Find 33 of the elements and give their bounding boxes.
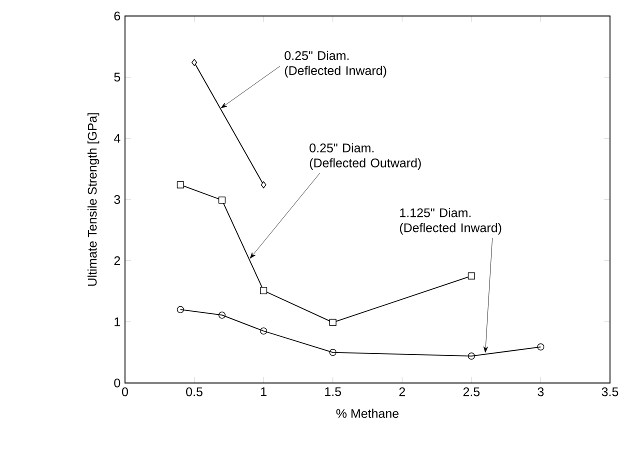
point [468,272,475,280]
annotation: 0.25" Diam. (Deflected Inward) [284,50,386,78]
annotation: 1.125" Diam. (Deflected Inward) [400,208,502,235]
point [176,306,184,314]
x-tick-label: 1.5 [325,387,342,396]
point [260,327,268,335]
x-tick-label: 3 [538,387,544,396]
point [260,287,268,294]
point [260,181,266,188]
point [468,352,475,360]
x-tick-label: 1 [261,387,266,396]
y-tick-label: 1 [114,318,120,326]
y-tick-label: 3 [114,195,120,204]
x-axis-title: % Methane [336,408,399,418]
x-tick-label: 0.5 [186,387,202,396]
x-tick-label: 2 [399,387,405,396]
point [176,181,184,188]
y-tick-label: 2 [114,256,120,266]
y-tick-label: 6 [114,12,120,20]
annotation: 0.25" Diam. (Deflected Outward) [310,143,421,170]
point [218,196,226,204]
y-tick-label: 0 [114,378,120,388]
x-tick-label: 3.5 [602,387,618,396]
point [329,348,336,356]
point [218,312,226,319]
y-tick-label: 4 [114,134,120,143]
x-tick-label: 0 [122,387,128,396]
point [192,58,198,66]
point [329,318,336,326]
point [537,343,544,350]
y-axis-title: Ultimate Tensile Strength [GPa] [88,113,100,286]
x-tick-label: 2.5 [463,387,480,396]
y-tick-label: 5 [114,72,120,82]
